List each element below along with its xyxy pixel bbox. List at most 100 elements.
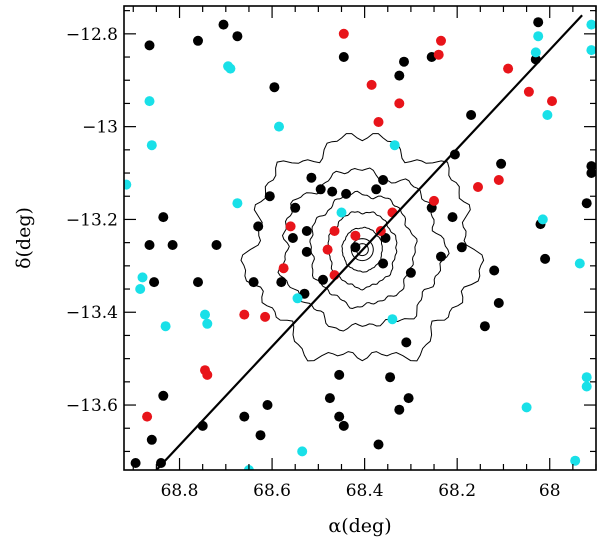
data-point: [405, 267, 416, 278]
data-point: [433, 49, 444, 60]
data-point: [394, 70, 405, 81]
data-point: [200, 365, 210, 376]
data-point: [149, 277, 160, 288]
plot-frame: [123, 5, 597, 471]
data-point: [334, 369, 345, 380]
data-point: [399, 56, 409, 67]
y-axis-title: δ(deg): [13, 207, 35, 269]
data-point: [334, 411, 345, 422]
data-point: [394, 98, 405, 109]
data-point: [533, 31, 544, 42]
data-point: [493, 175, 504, 185]
data-point: [197, 420, 208, 431]
data-point: [297, 446, 308, 457]
data-point: [378, 175, 389, 185]
data-point: [586, 45, 596, 56]
data-point: [318, 274, 328, 285]
y-tick-label: −13.6: [66, 396, 118, 416]
data-point: [255, 430, 266, 441]
fit-line: [155, 14, 583, 470]
data-point: [278, 263, 289, 274]
data-point: [503, 63, 514, 74]
data-point: [574, 258, 585, 269]
data-point: [156, 458, 166, 468]
data-point: [158, 212, 169, 223]
tick-labels: 68.8 68.6 68.4 68.2 68 −12.8 −13 −13.2 −13.4 −13.…: [66, 25, 561, 501]
data-point: [306, 172, 317, 183]
data-point: [292, 293, 303, 304]
data-point: [581, 372, 592, 383]
data-point: [341, 188, 352, 199]
data-point: [274, 121, 284, 132]
data-point: [523, 86, 534, 97]
x-tick-label: 68: [539, 481, 561, 501]
data-point: [403, 393, 414, 404]
data-point: [144, 40, 155, 51]
data-point: [232, 198, 243, 209]
data-point: [350, 242, 361, 253]
data-point: [436, 35, 446, 46]
x-tick-label: 68.2: [438, 481, 476, 501]
data-point: [429, 195, 439, 206]
data-point: [373, 117, 384, 127]
data-point: [253, 221, 264, 232]
axis-ticks: [124, 6, 597, 470]
data-point: [193, 35, 203, 46]
data-point: [287, 233, 298, 243]
data-point: [387, 207, 398, 218]
x-axis-title: α(deg): [328, 515, 391, 537]
data-point: [322, 244, 333, 255]
data-point: [239, 309, 250, 320]
contour-line: [341, 226, 383, 273]
x-tick-label: 68.8: [161, 481, 199, 501]
data-point: [449, 149, 460, 160]
data-point: [436, 251, 446, 262]
data-point: [493, 298, 504, 308]
data-point: [193, 277, 203, 288]
data-point: [142, 411, 153, 422]
data-point: [137, 272, 148, 283]
data-point: [248, 277, 259, 288]
data-point: [324, 393, 335, 404]
data-points: [124, 17, 596, 470]
data-point: [269, 82, 280, 93]
data-point: [327, 186, 338, 197]
data-point: [366, 79, 377, 90]
data-point: [371, 184, 382, 195]
data-point: [211, 240, 222, 250]
data-point: [537, 214, 548, 225]
data-point: [315, 184, 326, 195]
y-tick-label: −13: [82, 118, 118, 138]
x-tick-label: 68.4: [346, 481, 384, 501]
data-point: [239, 411, 250, 422]
data-point: [260, 311, 271, 322]
data-point: [466, 110, 477, 120]
contour-line: [277, 167, 450, 332]
data-point: [581, 198, 592, 209]
data-point: [456, 242, 467, 253]
data-point: [350, 230, 361, 241]
contour-line: [240, 133, 485, 362]
data-point: [586, 19, 596, 30]
contour-lines: [240, 133, 485, 362]
data-point: [160, 321, 171, 332]
data-point: [542, 110, 553, 120]
data-point: [301, 246, 312, 257]
data-point: [124, 179, 132, 190]
data-point: [489, 265, 500, 276]
data-point: [473, 182, 483, 192]
data-point: [144, 240, 155, 250]
data-point: [167, 240, 178, 250]
data-point: [338, 52, 349, 62]
data-point: [301, 226, 312, 236]
data-point: [262, 400, 273, 410]
data-point: [378, 258, 389, 269]
data-point: [530, 47, 541, 58]
data-point: [276, 277, 287, 288]
data-point: [329, 226, 340, 236]
data-point: [144, 96, 155, 107]
data-point: [202, 318, 213, 329]
data-point: [373, 439, 384, 450]
data-point: [232, 31, 243, 42]
